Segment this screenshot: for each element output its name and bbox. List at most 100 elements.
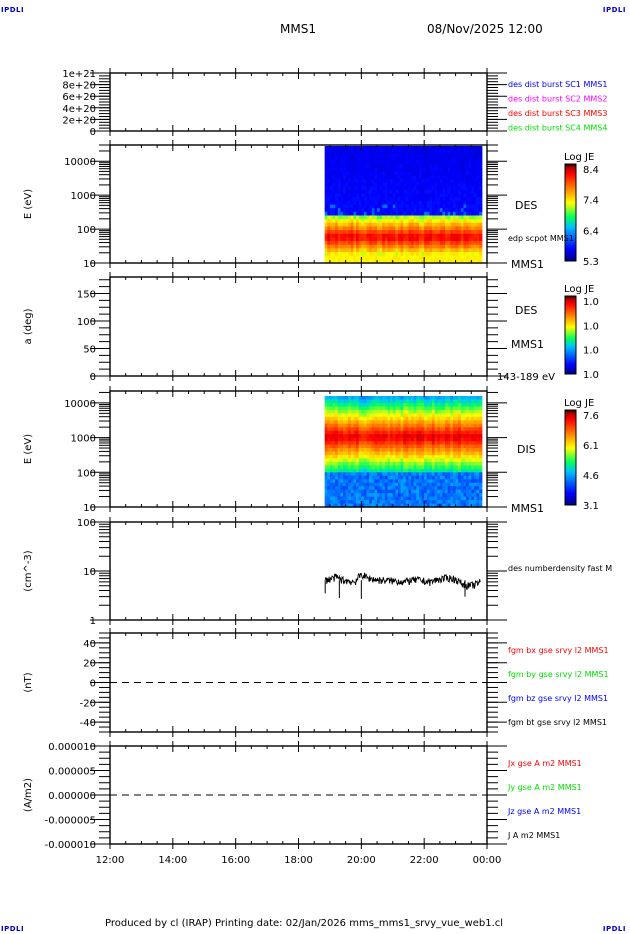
- spectrogram-cell: [329, 423, 334, 428]
- spectrogram-cell: [395, 241, 399, 246]
- spectrogram-cell: [361, 399, 365, 404]
- spectrogram-cell: [476, 219, 480, 224]
- spectrogram-cell: [358, 493, 362, 498]
- spectrogram-cell: [411, 413, 415, 418]
- spectrogram-cell: [445, 475, 449, 480]
- spectrogram-cell: [392, 167, 396, 173]
- spectrogram-cell: [332, 441, 336, 446]
- spectrogram-cell: [348, 255, 352, 260]
- spectrogram-cell: [408, 226, 412, 231]
- spectrogram-cell: [350, 164, 355, 169]
- spectrogram-cell: [426, 200, 431, 206]
- spectrogram-cell: [411, 468, 415, 473]
- spectrogram-cell: [416, 430, 420, 435]
- spectrogram-cell: [455, 153, 459, 158]
- spectrogram-cell: [387, 189, 391, 195]
- spectrogram-cell: [434, 200, 438, 206]
- spectrogram-cell: [432, 479, 436, 484]
- spectrogram-cell: [366, 160, 370, 165]
- spectrogram-cell: [361, 167, 365, 173]
- spectrogram-cell: [476, 500, 480, 505]
- spectrogram-cell: [390, 255, 394, 260]
- spectrogram-cell: [452, 396, 457, 401]
- spectrogram-cell: [429, 441, 433, 446]
- spectrogram-cell: [434, 448, 438, 453]
- spectrogram-cell: [392, 475, 396, 480]
- spectrogram-cell: [434, 413, 438, 418]
- spectrogram-cell: [450, 437, 454, 442]
- spectrogram-cell: [340, 200, 344, 206]
- spectrogram-cell: [379, 153, 383, 158]
- spectrogram-cell: [358, 437, 362, 442]
- spectrogram-cell: [408, 146, 412, 151]
- spectrogram-cell: [471, 451, 475, 456]
- spectrogram-cell: [371, 413, 376, 418]
- spectrogram-cell: [337, 226, 341, 231]
- spectrogram-cell: [445, 458, 449, 463]
- spectrogram-cell: [369, 178, 373, 184]
- spectrogram-cell: [429, 486, 433, 491]
- panel-side-label: edp scpot MMS1: [508, 234, 574, 243]
- spectrogram-cell: [329, 208, 334, 213]
- spectrogram-cell: [455, 503, 459, 508]
- spectrogram-cell: [439, 427, 444, 432]
- spectrogram-cell: [350, 233, 355, 239]
- spectrogram-cell: [466, 472, 470, 477]
- spectrogram-cell: [442, 486, 446, 491]
- spectrogram-cell: [424, 479, 428, 484]
- spectrogram-cell: [447, 454, 451, 460]
- spectrogram-cell: [416, 182, 420, 187]
- spectrogram-cell: [363, 215, 368, 220]
- spectrogram-cell: [463, 496, 467, 501]
- spectrogram-cell: [382, 465, 386, 470]
- spectrogram-cell: [476, 434, 480, 439]
- spectrogram-cell: [460, 156, 465, 162]
- spectrogram-cell: [366, 182, 370, 187]
- spectrogram-cell: [361, 200, 365, 206]
- spectrogram-cell: [324, 230, 328, 235]
- spectrogram-cell: [466, 437, 470, 442]
- spectrogram-cell: [450, 167, 454, 173]
- spectrogram-cell: [343, 164, 347, 169]
- spectrogram-cell: [340, 171, 344, 176]
- spectrogram-cell: [426, 472, 431, 477]
- spectrogram-cell: [340, 434, 344, 439]
- spectrogram-cell: [479, 171, 483, 176]
- spectrogram-cell: [353, 219, 357, 224]
- spectrogram-cell: [335, 420, 339, 425]
- spectrogram-cell: [353, 420, 357, 425]
- spectrogram-cell: [345, 451, 349, 456]
- spectrogram-cell: [418, 396, 423, 401]
- spectrogram-cell: [356, 441, 360, 446]
- spectrogram-cell: [397, 171, 402, 176]
- spectrogram-cell: [379, 406, 383, 411]
- spectrogram-cell: [377, 171, 381, 176]
- spectrogram-cell: [432, 441, 436, 446]
- spectrogram-cell: [382, 430, 386, 435]
- spectrogram-cell: [358, 399, 362, 404]
- spectrogram-cell: [340, 475, 344, 480]
- spectrogram-cell: [379, 416, 383, 421]
- spectrogram-cell: [468, 427, 472, 432]
- spectrogram-cell: [405, 406, 410, 411]
- spectrogram-cell: [366, 146, 370, 151]
- spectrogram-cell: [421, 472, 425, 477]
- spectrogram-cell: [327, 444, 331, 449]
- spectrogram-cell: [340, 468, 344, 473]
- spectrogram-cell: [382, 437, 386, 442]
- spectrogram-cell: [473, 219, 478, 224]
- spectrogram-cell: [387, 489, 391, 494]
- spectrogram-cell: [343, 444, 347, 449]
- spectrogram-cell: [434, 489, 438, 494]
- spectrogram-cell: [413, 402, 417, 408]
- spectrogram-cell: [363, 468, 368, 473]
- spectrogram-cell: [353, 461, 357, 466]
- spectrogram-cell: [424, 420, 428, 425]
- spectrogram-cell: [332, 396, 336, 401]
- spectrogram-cell: [324, 200, 328, 206]
- spectrogram-cell: [426, 479, 431, 484]
- spectrogram-cell: [350, 458, 355, 463]
- spectrogram-cell: [340, 156, 344, 162]
- spectrogram-cell: [366, 396, 370, 401]
- spectrogram-cell: [468, 430, 472, 435]
